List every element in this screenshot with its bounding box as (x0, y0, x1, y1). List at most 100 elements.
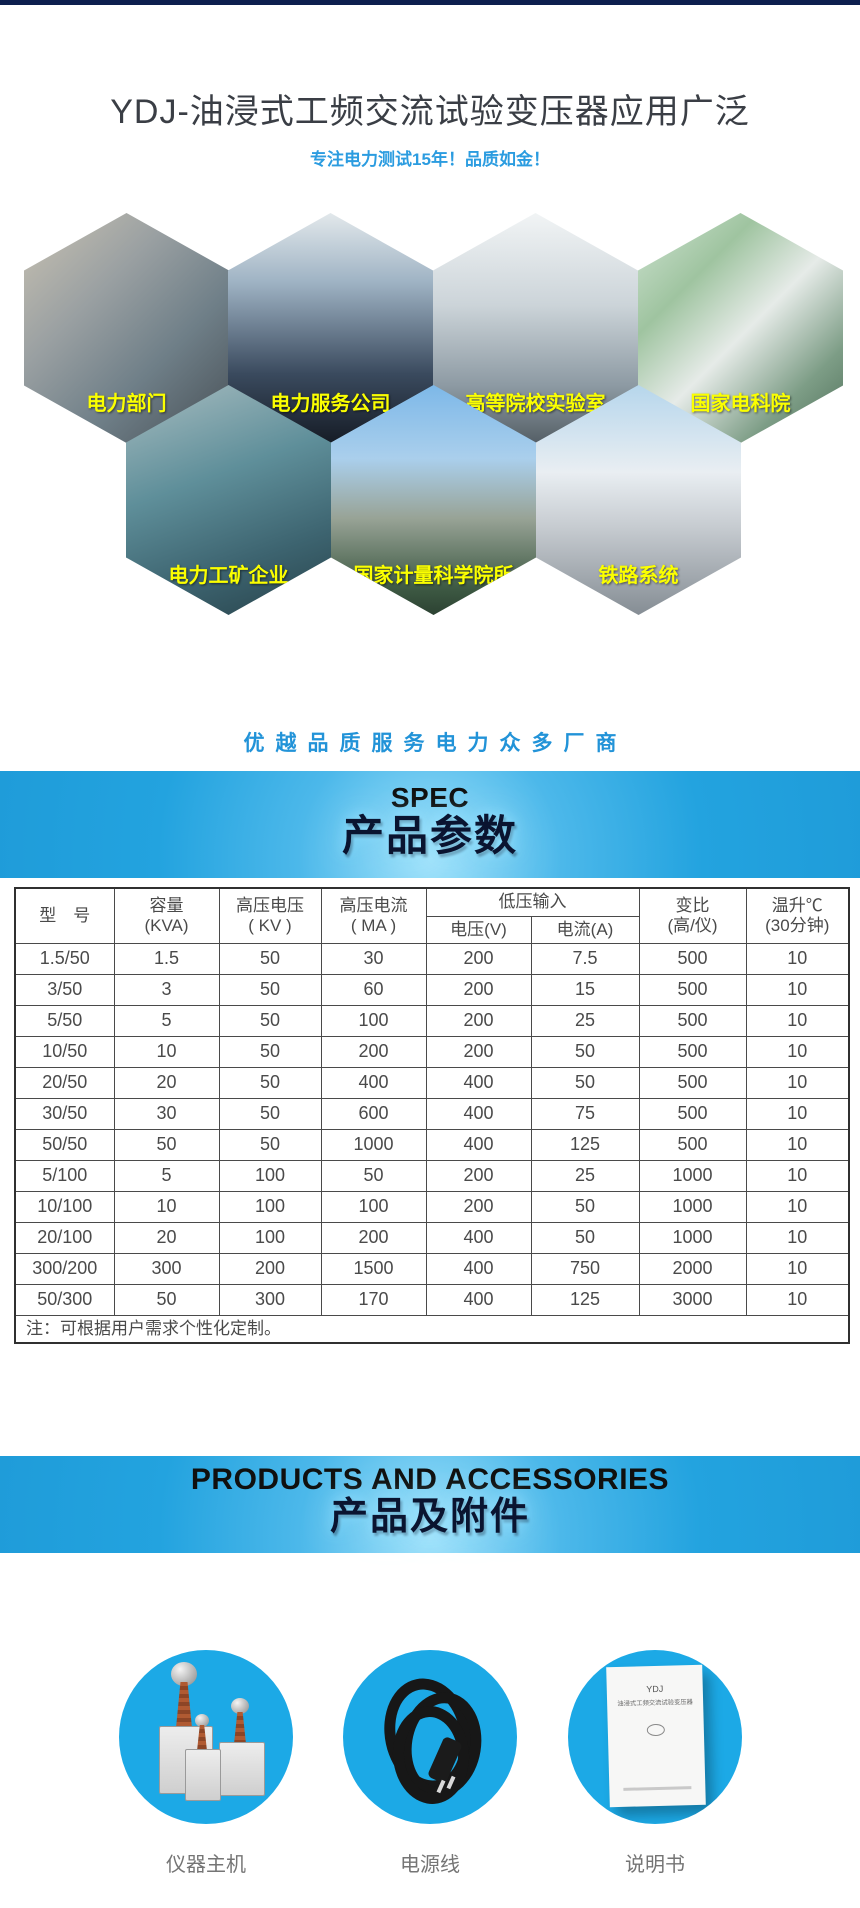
col-header-hv-voltage: 高压电压 ( KV ) (218, 887, 322, 944)
table-cell: 50 (218, 1035, 322, 1068)
table-cell: 7.5 (530, 942, 640, 975)
table-cell: 200 (425, 1190, 532, 1223)
table-cell: 10 (745, 1252, 850, 1285)
table-cell: 400 (425, 1128, 532, 1161)
table-cell: 30/50 (14, 1097, 115, 1130)
hex-label: 高等院校实验室 (465, 393, 606, 415)
table-cell: 400 (425, 1221, 532, 1254)
top-navy-bar (0, 0, 860, 5)
table-cell: 750 (530, 1252, 640, 1285)
col-header-temp-rise: 温升℃ (30分钟) (745, 887, 850, 944)
table-cell: 500 (638, 1066, 747, 1099)
col-header-capacity: 容量 (KVA) (113, 887, 220, 944)
hex-label: 电力部门 (86, 393, 167, 415)
spec-banner-title-cn: 产品参数 (341, 812, 518, 859)
table-cell: 10 (113, 1035, 220, 1068)
table-cell: 200 (425, 942, 532, 975)
table-cell: 3 (113, 973, 220, 1006)
table-cell: 50 (113, 1128, 220, 1161)
table-cell: 200 (425, 1035, 532, 1068)
col-header-hv-current: 高压电流 ( MA ) (320, 887, 427, 944)
manual-logo (646, 1723, 665, 1737)
table-cell: 200 (425, 1004, 532, 1037)
col-header-ratio: 变比 (高/仪) (638, 887, 747, 944)
table-cell: 10 (745, 1283, 850, 1316)
table-cell: 3/50 (14, 973, 115, 1006)
table-cell: 10/100 (14, 1190, 115, 1223)
table-cell: 50 (530, 1190, 640, 1223)
table-row: 20/50 20 50 400 400 50 500 10 (14, 1066, 850, 1099)
accessory-image-power-cable (343, 1650, 517, 1824)
table-cell: 170 (320, 1283, 427, 1316)
table-cell: 50 (530, 1221, 640, 1254)
table-cell: 125 (530, 1128, 640, 1161)
page-title: YDJ-油浸式工频交流试验变压器应用广泛 (110, 93, 750, 131)
table-cell: 20 (113, 1221, 220, 1254)
table-cell: 50 (530, 1035, 640, 1068)
table-cell: 20 (113, 1066, 220, 1099)
table-cell: 50 (218, 1097, 322, 1130)
table-cell: 200 (320, 1035, 427, 1068)
table-cell: 100 (218, 1221, 322, 1254)
hex-label: 电力工矿企业 (168, 565, 289, 587)
table-cell: 5 (113, 1159, 220, 1192)
table-row: 5/50 5 50 100 200 25 500 10 (14, 1004, 850, 1037)
table-cell: 10 (745, 1128, 850, 1161)
table-cell: 500 (638, 1128, 747, 1161)
table-cell: 125 (530, 1283, 640, 1316)
table-row: 50/300 50 300 170 400 125 3000 10 (14, 1283, 850, 1316)
table-row: 5/100 5 100 50 200 25 1000 10 (14, 1159, 850, 1192)
table-cell: 30 (113, 1097, 220, 1130)
table-cell: 30 (320, 942, 427, 975)
manual-subtitle: 油浸式工频交流试验变压器 (617, 1699, 694, 1708)
table-cell: 10 (745, 1097, 850, 1130)
col-header-lv-voltage: 电压(V) (425, 915, 532, 944)
table-cell: 600 (320, 1097, 427, 1130)
table-cell: 10 (745, 1066, 850, 1099)
table-row: 10/50 10 50 200 200 50 500 10 (14, 1035, 850, 1068)
table-cell: 10 (745, 1159, 850, 1192)
manual-footer-line (623, 1786, 692, 1791)
table-cell: 400 (425, 1283, 532, 1316)
hex-label: 电力服务公司 (270, 393, 391, 415)
table-cell: 1000 (638, 1159, 747, 1192)
table-row: 10/100 10 100 100 200 50 1000 10 (14, 1190, 850, 1223)
table-cell: 100 (218, 1159, 322, 1192)
table-row: 3/50 3 50 60 200 15 500 10 (14, 973, 850, 1006)
table-cell: 60 (320, 973, 427, 1006)
table-cell: 1500 (320, 1252, 427, 1285)
table-cell: 500 (638, 1004, 747, 1037)
manual-booklet-image: YDJ 油浸式工频交流试验变压器 (606, 1664, 706, 1808)
table-cell: 10 (745, 942, 850, 975)
table-cell: 200 (425, 973, 532, 1006)
table-cell: 1000 (320, 1128, 427, 1161)
table-cell: 50 (218, 1066, 322, 1099)
table-note: 注：可根据用户需求个性化定制。 (14, 1314, 850, 1343)
table-cell: 50/300 (14, 1283, 115, 1316)
table-cell: 25 (530, 1159, 640, 1192)
table-cell: 500 (638, 942, 747, 975)
table-row: 1.5/50 1.5 50 30 200 7.5 500 10 (14, 942, 850, 975)
table-cell: 50 (320, 1159, 427, 1192)
table-row: 300/200 300 200 1500 400 750 2000 10 (14, 1252, 850, 1285)
table-cell: 2000 (638, 1252, 747, 1285)
table-cell: 20/100 (14, 1221, 115, 1254)
table-cell: 75 (530, 1097, 640, 1130)
table-row: 20/100 20 100 200 400 50 1000 10 (14, 1221, 850, 1254)
table-cell: 10 (745, 1035, 850, 1068)
table-cell: 10 (745, 973, 850, 1006)
col-header-model: 型 号 (14, 887, 115, 944)
spec-table: 型 号 容量 (KVA) 高压电压 ( KV ) 高压电流 ( MA ) 低压输… (14, 887, 850, 1344)
hex-label: 国家计量科学院所 (353, 565, 514, 587)
col-header-lv-current: 电流(A) (530, 915, 640, 944)
table-cell: 10 (745, 1004, 850, 1037)
table-row: 50/50 50 50 1000 400 125 500 10 (14, 1128, 850, 1161)
table-cell: 10/50 (14, 1035, 115, 1068)
table-cell: 100 (320, 1004, 427, 1037)
col-header-lv-input-group: 低压输入 (425, 887, 640, 917)
table-cell: 50 (530, 1066, 640, 1099)
table-cell: 1000 (638, 1190, 747, 1223)
spec-banner-title-en: SPEC (390, 782, 470, 813)
table-cell: 25 (530, 1004, 640, 1037)
table-cell: 400 (320, 1066, 427, 1099)
